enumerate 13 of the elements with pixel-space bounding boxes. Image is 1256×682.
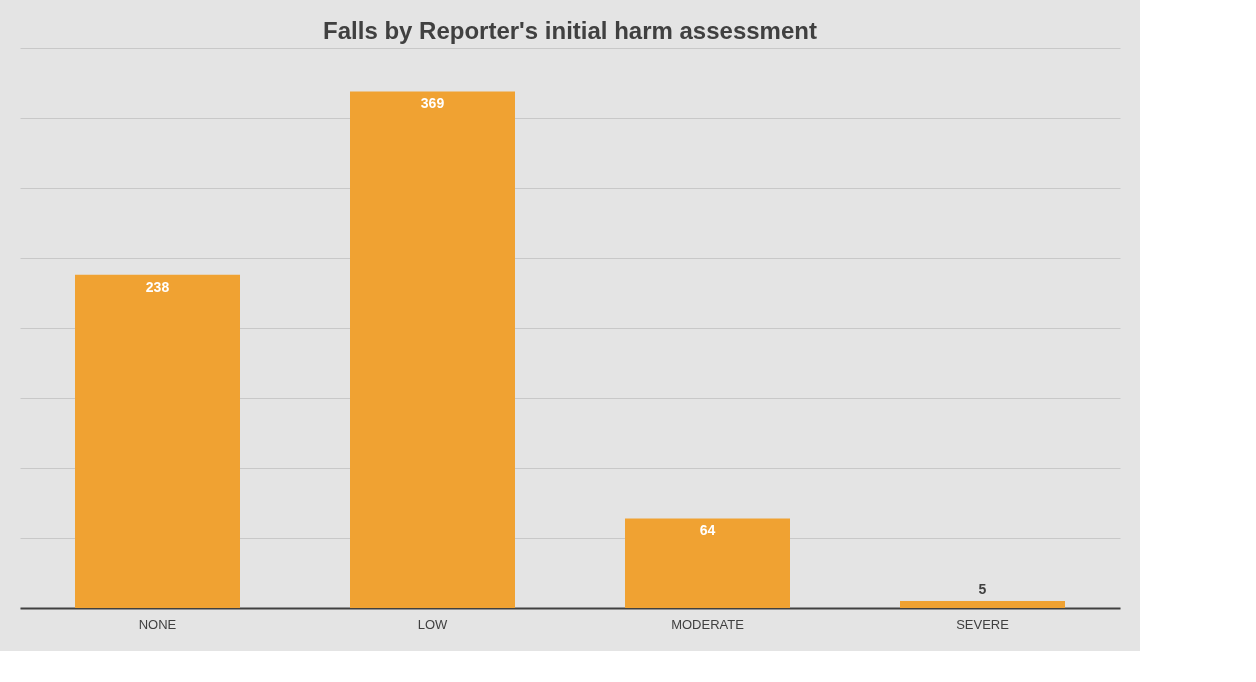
data-label: 64 (699, 522, 716, 539)
chart-title: Falls by Reporter's initial harm assessment (323, 17, 817, 44)
x-tick-label: LOW (417, 616, 449, 632)
bar (350, 91, 515, 608)
x-tick-label: NONE (138, 616, 177, 632)
x-tick-label: MODERATE (671, 616, 745, 632)
bar (625, 518, 790, 608)
bar (75, 274, 240, 608)
data-label: 369 (420, 95, 445, 112)
data-label: 5 (978, 581, 987, 597)
data-label: 238 (145, 278, 170, 295)
x-tick-label: SEVERE (956, 616, 1010, 632)
bar (900, 601, 1065, 608)
